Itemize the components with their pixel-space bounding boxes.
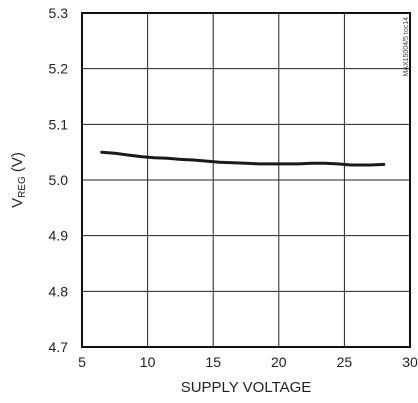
- x-tick-label: 10: [140, 354, 156, 370]
- y-tick-label: 4.7: [49, 339, 69, 355]
- x-axis-title: SUPPLY VOLTAGE: [181, 379, 312, 396]
- figure-id-watermark: MAX15004/5 toc14: [403, 17, 410, 77]
- y-tick-label: 4.8: [49, 283, 69, 299]
- y-tick-label: 5.1: [49, 116, 69, 132]
- y-axis-title-subscript: REG: [17, 176, 28, 198]
- y-tick-label: 5.3: [49, 5, 69, 21]
- y-tick-label: 5.2: [49, 61, 69, 77]
- x-tick-label: 5: [78, 354, 86, 370]
- y-tick-labels: 4.7 4.8 4.9 5.0 5.1 5.2 5.3: [49, 5, 69, 355]
- x-tick-labels: 5 10 15 20 25 30: [78, 354, 418, 370]
- grid: [82, 13, 410, 347]
- x-tick-label: 15: [205, 354, 221, 370]
- x-tick-label: 30: [402, 354, 418, 370]
- y-axis-title-main: V: [9, 198, 26, 208]
- plot-frame: [81, 12, 411, 348]
- series-line-vreg: [100, 150, 386, 167]
- y-tick-label: 4.9: [49, 228, 69, 244]
- y-axis-title: VREG (V): [9, 152, 28, 208]
- x-tick-label: 20: [271, 354, 287, 370]
- y-tick-label: 5.0: [49, 172, 69, 188]
- y-axis-title-unit: (V): [9, 152, 26, 176]
- x-tick-label: 25: [337, 354, 353, 370]
